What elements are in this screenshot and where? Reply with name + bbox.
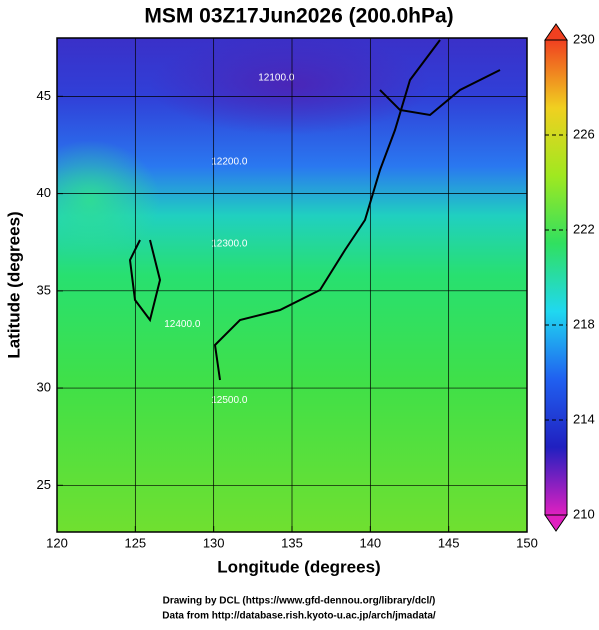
title: MSM 03Z17Jun2026 (200.0hPa) <box>144 5 453 28</box>
field <box>150 38 430 135</box>
colorbar-cap <box>544 23 568 41</box>
y-axis-label: Latitude (degrees) <box>4 211 23 358</box>
contour-label: 12500.0 <box>211 395 248 406</box>
x-tick-label: 145 <box>438 535 460 550</box>
y-tick-label: 35 <box>37 282 51 297</box>
x-tick-label: 125 <box>124 535 146 550</box>
colorbar-tick-label: 210 <box>573 506 595 521</box>
colorbar-tick-label: 222 <box>573 221 595 236</box>
contour-label: 12200.0 <box>211 156 248 167</box>
y-tick-label: 45 <box>37 88 51 103</box>
x-tick-label: 140 <box>359 535 381 550</box>
x-tick-label: 120 <box>46 535 68 550</box>
contour-label: 12100.0 <box>258 72 295 83</box>
footer: Data from http://database.rish.kyoto-u.a… <box>162 611 436 622</box>
y-tick-label: 25 <box>37 477 51 492</box>
colorbar-tick-label: 226 <box>573 126 595 141</box>
field <box>57 140 160 260</box>
x-tick-label: 150 <box>516 535 538 550</box>
x-axis-label: Longitude (degrees) <box>217 557 380 576</box>
footer: Drawing by DCL (https://www.gfd-dennou.o… <box>163 596 436 607</box>
contour-label: 12300.0 <box>211 239 248 250</box>
colorbar-tick-label: 214 <box>573 411 595 426</box>
contour-label: 12400.0 <box>164 319 201 330</box>
y-tick-label: 40 <box>37 185 51 200</box>
colorbar-tick-label: 230 <box>573 31 595 46</box>
x-tick-label: 130 <box>203 535 225 550</box>
y-tick-label: 30 <box>37 380 51 395</box>
colorbar <box>544 39 568 516</box>
coastline <box>128 39 501 381</box>
colorbar-tick-label: 218 <box>573 316 595 331</box>
x-tick-label: 135 <box>281 535 303 550</box>
colorbar-cap <box>544 514 568 532</box>
